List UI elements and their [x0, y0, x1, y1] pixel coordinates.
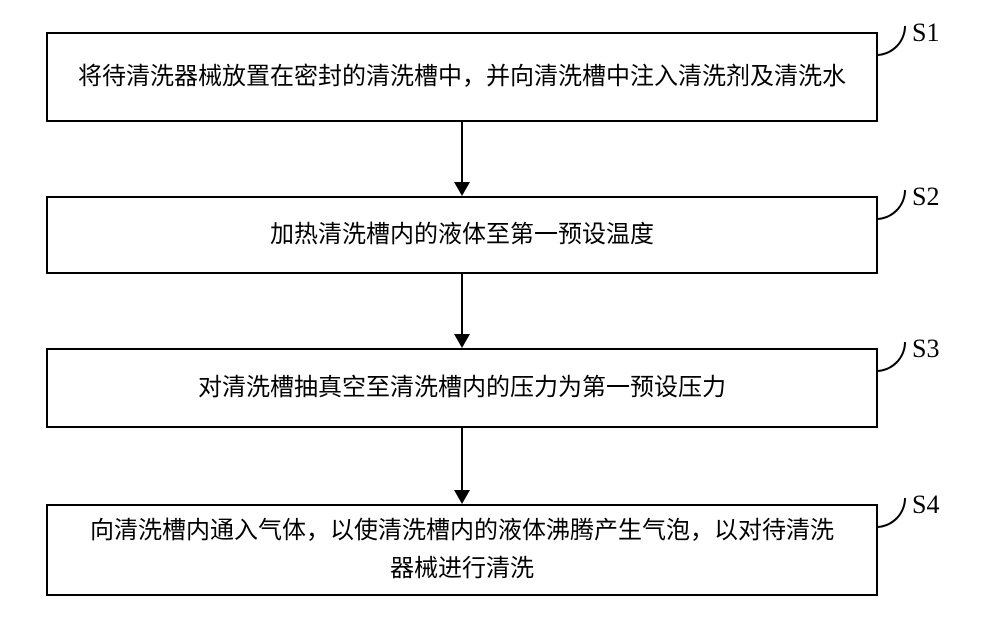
- step-box-s3: 对清洗槽抽真空至清洗槽内的压力为第一预设压力: [46, 348, 878, 428]
- label-connector-s3: [876, 342, 906, 372]
- flowchart-canvas: 将待清洗器械放置在密封的清洗槽中，并向清洗槽中注入清洗剂及清洗水 S1 加热清洗…: [0, 0, 1000, 638]
- step-box-s1: 将待清洗器械放置在密封的清洗槽中，并向清洗槽中注入清洗剂及清洗水: [46, 32, 878, 122]
- step-label-s3: S3: [912, 334, 939, 364]
- step-text-s4: 向清洗槽内通入气体，以使清洗槽内的液体沸腾产生气泡，以对待清洗器械进行清洗: [88, 512, 836, 589]
- step-box-s2: 加热清洗槽内的液体至第一预设温度: [46, 196, 878, 274]
- label-connector-s4: [876, 498, 906, 528]
- step-box-s4: 向清洗槽内通入气体，以使清洗槽内的液体沸腾产生气泡，以对待清洗器械进行清洗: [46, 504, 878, 596]
- step-text-s2: 加热清洗槽内的液体至第一预设温度: [270, 216, 654, 254]
- arrow-head-3: [454, 490, 470, 504]
- step-text-s3: 对清洗槽抽真空至清洗槽内的压力为第一预设压力: [198, 369, 726, 407]
- step-label-s1: S1: [912, 18, 939, 48]
- arrow-head-2: [454, 334, 470, 348]
- label-connector-s2: [876, 190, 906, 220]
- step-label-s2: S2: [912, 182, 939, 212]
- arrow-head-1: [454, 182, 470, 196]
- step-label-s4: S4: [912, 490, 939, 520]
- step-text-s1: 将待清洗器械放置在密封的清洗槽中，并向清洗槽中注入清洗剂及清洗水: [78, 58, 846, 96]
- arrow-line-2: [461, 274, 463, 334]
- label-connector-s1: [876, 26, 906, 56]
- arrow-line-3: [461, 428, 463, 490]
- arrow-line-1: [461, 122, 463, 182]
